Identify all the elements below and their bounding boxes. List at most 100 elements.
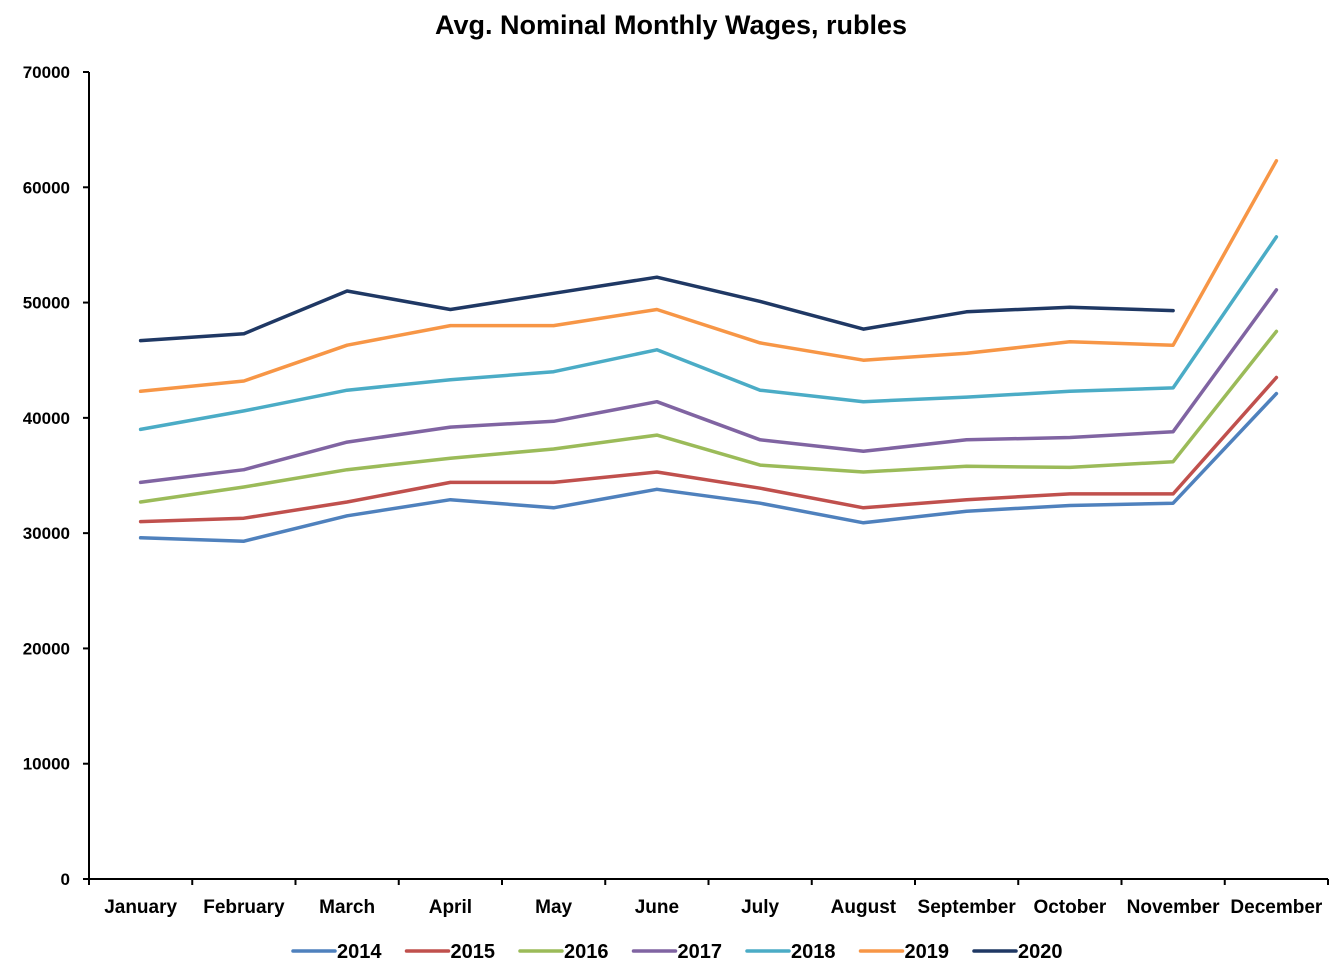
x-tick-label: July — [741, 897, 779, 918]
data-point — [655, 487, 659, 491]
series-2014 — [138, 391, 1279, 543]
series-line-2019 — [138, 159, 1279, 394]
data-point — [1171, 492, 1175, 496]
data-point — [861, 449, 865, 453]
x-tick-label: June — [635, 897, 679, 918]
data-point — [448, 307, 452, 311]
y-tick-label: 0 — [61, 870, 70, 889]
data-point — [1068, 492, 1072, 496]
data-point — [655, 348, 659, 352]
data-point — [345, 388, 349, 392]
data-point — [758, 388, 762, 392]
series-2017 — [138, 288, 1279, 485]
data-point — [965, 498, 969, 502]
data-point — [552, 506, 556, 510]
data-point — [965, 509, 969, 513]
data-point — [242, 485, 246, 489]
legend-item-2018: 2018 — [745, 941, 836, 963]
data-point — [758, 438, 762, 442]
legend-item-2014: 2014 — [291, 941, 382, 963]
data-point — [1171, 343, 1175, 347]
y-tick-label: 20000 — [23, 639, 70, 658]
data-point — [139, 480, 143, 484]
x-tick-label: February — [203, 897, 285, 918]
data-point — [552, 419, 556, 423]
data-point — [242, 539, 246, 543]
data-point — [861, 470, 865, 474]
series-2020 — [138, 275, 1175, 343]
legend-item-2019: 2019 — [858, 941, 949, 963]
data-point — [448, 456, 452, 460]
series-line-2015 — [138, 375, 1279, 524]
legend-item-2016: 2016 — [518, 941, 609, 963]
data-point — [655, 307, 659, 311]
data-point — [758, 299, 762, 303]
data-point — [448, 324, 452, 328]
x-tick-label: January — [104, 897, 177, 918]
series-line-2017 — [138, 288, 1279, 485]
data-point — [448, 498, 452, 502]
data-point — [1171, 430, 1175, 434]
data-point — [242, 379, 246, 383]
data-point — [1274, 392, 1278, 396]
data-point — [448, 378, 452, 382]
data-point — [139, 339, 143, 343]
legend-item-2020: 2020 — [972, 941, 1063, 963]
x-tick-label: May — [535, 897, 572, 918]
data-point — [242, 332, 246, 336]
data-point — [965, 395, 969, 399]
data-point — [861, 358, 865, 362]
y-tick-label: 30000 — [23, 524, 70, 543]
data-point — [965, 464, 969, 468]
data-point — [139, 427, 143, 431]
legend-label: 2020 — [1018, 941, 1063, 963]
data-point — [1171, 460, 1175, 464]
data-point — [448, 425, 452, 429]
data-point — [1171, 501, 1175, 505]
data-point — [655, 400, 659, 404]
legend: 2014 2015 2016 2017 2018 2019 2020 — [291, 941, 1063, 963]
data-point — [139, 536, 143, 540]
y-tick-label: 10000 — [23, 755, 70, 774]
series-layer — [138, 159, 1279, 543]
data-point — [861, 327, 865, 331]
data-point — [965, 310, 969, 314]
data-point — [345, 500, 349, 504]
data-point — [1068, 305, 1072, 309]
data-point — [1274, 376, 1278, 380]
y-tick-label: 70000 — [23, 63, 70, 82]
axes-layer: 0 10000 20000 30000 40000 50000 60000 70000 Janu… — [23, 63, 1329, 918]
legend-label: 2016 — [564, 941, 609, 963]
legend-item-2015: 2015 — [404, 941, 495, 963]
data-point — [345, 468, 349, 472]
legend-label: 2014 — [337, 941, 382, 963]
data-point — [552, 480, 556, 484]
data-point — [552, 447, 556, 451]
data-point — [965, 351, 969, 355]
data-point — [1171, 386, 1175, 390]
data-point — [242, 468, 246, 472]
data-point — [1068, 389, 1072, 393]
series-2019 — [138, 159, 1279, 394]
data-point — [139, 500, 143, 504]
data-point — [1171, 309, 1175, 313]
data-point — [1068, 340, 1072, 344]
data-point — [552, 324, 556, 328]
data-point — [1068, 503, 1072, 507]
chart-title: Avg. Nominal Monthly Wages, rubles — [434, 10, 908, 40]
series-line-2016 — [138, 329, 1279, 504]
data-point — [758, 463, 762, 467]
data-point — [655, 470, 659, 474]
data-point — [139, 389, 143, 393]
legend-item-2017: 2017 — [631, 941, 722, 963]
series-2018 — [138, 235, 1279, 432]
y-tick-label: 60000 — [23, 178, 70, 197]
x-tick-label: March — [319, 897, 375, 918]
x-tick-label: April — [429, 897, 472, 918]
x-tick-label: November — [1127, 897, 1221, 918]
x-tick-label: August — [831, 897, 897, 918]
series-line-2018 — [138, 235, 1279, 432]
data-point — [758, 486, 762, 490]
